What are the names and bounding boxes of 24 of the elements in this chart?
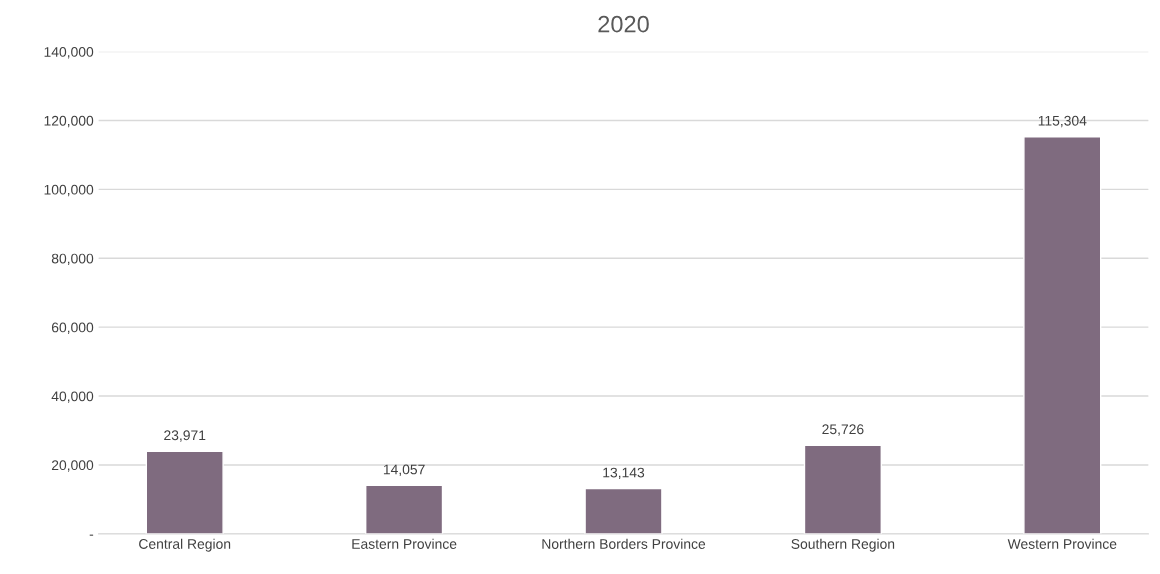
- y-tick-label: 80,000: [51, 253, 94, 266]
- x-tick-label: Northern Borders Province: [542, 538, 706, 549]
- bar: [803, 444, 882, 534]
- data-label: 14,057: [383, 464, 425, 476]
- data-label: 13,143: [603, 467, 645, 480]
- y-tick-label: 100,000: [44, 184, 94, 197]
- y-tick-label: 140,000: [44, 46, 94, 59]
- y-tick-label: 60,000: [51, 322, 94, 334]
- x-tick-label: Southern Region: [791, 538, 895, 552]
- bar: [145, 450, 224, 534]
- chart-title: 2020: [598, 15, 649, 33]
- y-tick-label: 40,000: [51, 391, 94, 403]
- x-tick-label: Central Region: [139, 538, 231, 552]
- y-tick-label: 20,000: [51, 460, 94, 472]
- bar: [584, 487, 663, 534]
- bar: [365, 484, 444, 534]
- data-label: 115,304: [1038, 115, 1087, 128]
- bar: [1023, 136, 1102, 534]
- y-tick-label: -: [89, 534, 94, 536]
- x-tick-label: Eastern Province: [352, 538, 457, 549]
- y-tick-label: 120,000: [44, 115, 94, 128]
- data-label: 25,726: [822, 424, 864, 436]
- data-label: 23,971: [164, 430, 206, 442]
- x-tick-label: Western Province: [1007, 538, 1117, 549]
